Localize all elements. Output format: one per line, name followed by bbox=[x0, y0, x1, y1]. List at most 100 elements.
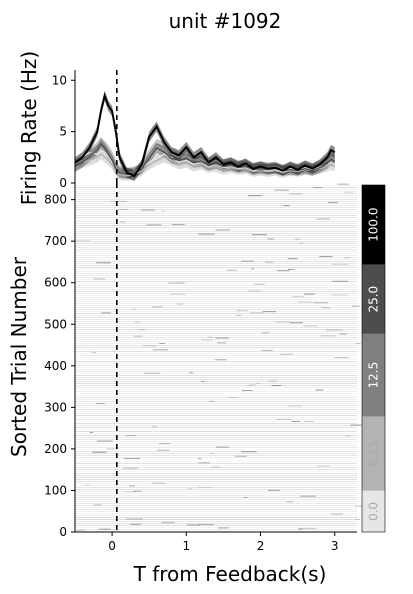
raster-spike bbox=[228, 396, 239, 398]
raster-spike bbox=[331, 294, 349, 296]
raster-y-ticks: 0 100 200 300 400 500 600 700 800 bbox=[44, 193, 75, 539]
raster-y-tick-label: 0 bbox=[59, 525, 67, 539]
raster-spike bbox=[286, 501, 294, 503]
raster-spike bbox=[129, 485, 135, 487]
raster-row bbox=[75, 459, 357, 460]
colorbar-bin-0 bbox=[362, 490, 385, 532]
raster-spike bbox=[344, 191, 353, 193]
raster-row bbox=[75, 229, 357, 230]
raster-spike bbox=[151, 482, 166, 484]
raster-row bbox=[75, 521, 357, 522]
raster-spike bbox=[198, 462, 210, 464]
firing-rate-line-1 bbox=[74, 153, 336, 177]
raster-row bbox=[75, 217, 357, 218]
raster-spike bbox=[125, 435, 137, 437]
raster-row bbox=[75, 195, 357, 196]
raster-spike bbox=[176, 303, 184, 305]
raster-spike bbox=[215, 446, 229, 448]
raster-row bbox=[75, 445, 357, 446]
chart-title: unit #1092 bbox=[169, 9, 282, 33]
raster-spike bbox=[271, 385, 282, 387]
raster-row bbox=[75, 455, 357, 456]
raster-row bbox=[75, 413, 357, 414]
raster-row bbox=[75, 399, 357, 400]
raster-row bbox=[75, 337, 357, 338]
raster-spike bbox=[75, 240, 91, 242]
raster-spike bbox=[267, 489, 280, 491]
raster-spike bbox=[117, 208, 129, 210]
raster-row bbox=[75, 469, 357, 470]
raster-spike bbox=[248, 290, 261, 292]
raster-spike bbox=[142, 345, 157, 347]
raster-row bbox=[75, 467, 357, 468]
raster-row bbox=[75, 237, 357, 238]
raster-row bbox=[75, 507, 357, 508]
raster-spike bbox=[187, 524, 200, 526]
raster-spike bbox=[299, 527, 317, 529]
raster-row bbox=[75, 265, 357, 266]
colorbar-tick-label: 12.5 bbox=[367, 362, 381, 389]
raster-spike bbox=[287, 258, 298, 260]
raster-row bbox=[75, 529, 357, 530]
raster-row bbox=[75, 331, 357, 332]
raster-spike bbox=[101, 312, 111, 314]
raster-row bbox=[75, 333, 357, 334]
colorbar-tick-label: 25.0 bbox=[367, 286, 381, 313]
raster-row bbox=[75, 341, 357, 342]
raster-spike bbox=[240, 260, 254, 262]
raster-row bbox=[75, 405, 357, 406]
raster-y-tick-label: 600 bbox=[44, 276, 67, 290]
raster-row bbox=[75, 327, 357, 328]
raster-row bbox=[75, 473, 357, 474]
raster-spike bbox=[320, 335, 337, 337]
raster-row bbox=[75, 381, 357, 382]
raster-spike bbox=[261, 349, 273, 351]
raster-row bbox=[75, 481, 357, 482]
raster-row bbox=[75, 369, 357, 370]
raster-row bbox=[75, 225, 357, 226]
raster-spike bbox=[315, 389, 324, 391]
raster-row bbox=[75, 347, 357, 348]
raster-spike bbox=[303, 325, 318, 327]
raster-row bbox=[75, 221, 357, 222]
raster-spike bbox=[275, 321, 290, 323]
colorbar-bin-2 bbox=[362, 333, 385, 417]
raster-row bbox=[75, 245, 357, 246]
raster-row bbox=[75, 465, 357, 466]
raster-row bbox=[75, 367, 357, 368]
raster-row bbox=[75, 453, 357, 454]
raster-spike bbox=[298, 301, 313, 303]
raster-row bbox=[75, 209, 357, 210]
raster-spike bbox=[143, 372, 161, 374]
raster-spike bbox=[283, 205, 290, 207]
raster-row bbox=[75, 261, 357, 262]
raster-row bbox=[75, 417, 357, 418]
raster-spike bbox=[330, 513, 344, 515]
raster-row bbox=[75, 273, 357, 274]
raster-spike bbox=[188, 372, 194, 374]
raster-row bbox=[75, 303, 357, 304]
raster-row bbox=[75, 419, 357, 420]
raster-spike bbox=[344, 257, 351, 259]
raster-spike bbox=[134, 321, 140, 323]
raster-spike bbox=[106, 448, 119, 450]
raster-spike bbox=[313, 302, 328, 304]
raster-spike bbox=[170, 293, 186, 295]
raster-row bbox=[75, 241, 357, 242]
raster-row bbox=[75, 477, 357, 478]
raster-row bbox=[75, 457, 357, 458]
raster-x-ticks: 0 1 2 3 bbox=[108, 532, 339, 553]
raster-spike bbox=[267, 238, 275, 240]
raster-row bbox=[75, 377, 357, 378]
raster-row bbox=[75, 193, 357, 194]
raster-row bbox=[75, 525, 357, 526]
raster-x-tick-label: 1 bbox=[182, 539, 190, 553]
raster-spike bbox=[133, 490, 142, 492]
raster-row bbox=[75, 489, 357, 490]
raster-spike bbox=[350, 424, 364, 426]
raster-row bbox=[75, 427, 357, 428]
raster-spike bbox=[226, 269, 238, 271]
raster-row bbox=[75, 463, 357, 464]
raster-spike bbox=[215, 229, 231, 231]
raster-row bbox=[75, 233, 357, 234]
